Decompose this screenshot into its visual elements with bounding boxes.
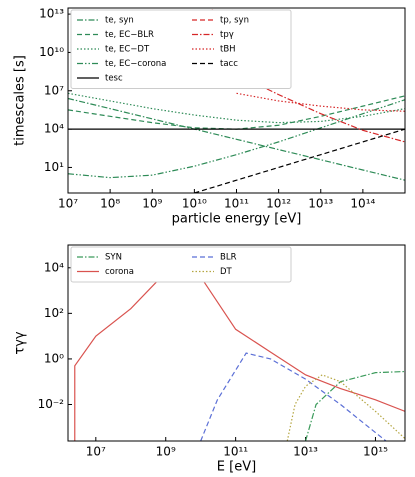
legend-label: te, EC−corona [105,59,166,69]
plot-frame [67,244,406,442]
x-tick-label: 10⁹ [142,197,162,211]
series-line [194,128,405,193]
y-tick-label: 10⁴ [44,260,64,274]
series-line [304,370,405,441]
y-tick-label: 10¹ [44,160,64,174]
legend-label: tBH [220,45,236,55]
series-line [68,99,405,179]
plot-frame [67,7,406,194]
x-tick-label: 10¹⁴ [350,197,375,211]
series-line [236,92,405,112]
legend-label: BLR [220,253,237,263]
y-tick-label: 10⁷ [44,83,64,97]
series-line [68,95,405,130]
y-tick-label: 10⁴ [44,122,64,136]
x-tick-label: 10¹⁵ [363,445,388,459]
y-tick-label: 10¹³ [39,7,64,21]
x-tick-label: 10¹³ [293,445,318,459]
x-tick-label: 10¹² [266,197,291,211]
legend: te, syn te, EC−BLR te, EC−DT te, EC−corona t… [70,9,292,89]
plot-lines [74,255,405,441]
legend-label: DT [220,267,233,277]
y-tick-label: 10⁰ [44,351,64,365]
subplot: 10⁷ 10⁸ 10⁹ 10¹⁰ 10¹¹ 10¹² 10¹³ 10¹⁴ 10¹ 10⁴ 10⁷ 10… [13,7,406,227]
legend-box [70,246,292,283]
series-line [286,374,405,441]
subplot: 10⁷ 10⁹ 10¹¹ 10¹³ 10¹⁵ 10⁻² 10⁰ 10² 10⁴ E [eV] τγγ… [13,244,406,475]
x-tick-label: 10¹³ [308,197,333,211]
legend-label: tesc [105,74,123,84]
x-tick-label: 10⁷ [58,197,78,211]
x-tick-label: 10⁷ [86,445,106,459]
x-axis-label: particle energy [eV] [172,212,302,227]
legend-label: te, EC−DT [105,45,150,55]
series-line [74,255,405,441]
legend: SYN corona BLR DT [70,246,292,283]
legend-label: tacc [220,59,238,69]
y-tick-label: 10⁻² [38,397,65,411]
legend-box [70,9,292,89]
y-axis-label: τγγ [13,331,28,355]
legend-label: SYN [105,253,122,263]
y-tick-label: 10¹⁰ [39,45,64,59]
series-line [68,92,405,124]
legend-label: tpγ [220,30,234,40]
x-tick-label: 10⁹ [156,445,176,459]
x-tick-label: 10¹⁰ [182,197,207,211]
x-axis-label: E [eV] [217,460,256,475]
x-tick-label: 10⁸ [100,197,120,211]
x-tick-label: 10¹¹ [223,445,248,459]
legend-label: corona [105,267,134,277]
series-line [200,352,387,441]
plot-lines [68,8,405,193]
y-axis-label: timescales [s] [13,55,28,146]
y-tick-label: 10² [44,306,64,320]
legend-label: tp, syn [220,16,249,26]
legend-label: te, EC−BLR [105,30,154,40]
legend-label: te, syn [105,16,134,26]
x-tick-label: 10¹¹ [224,197,249,211]
series-line [68,97,405,181]
